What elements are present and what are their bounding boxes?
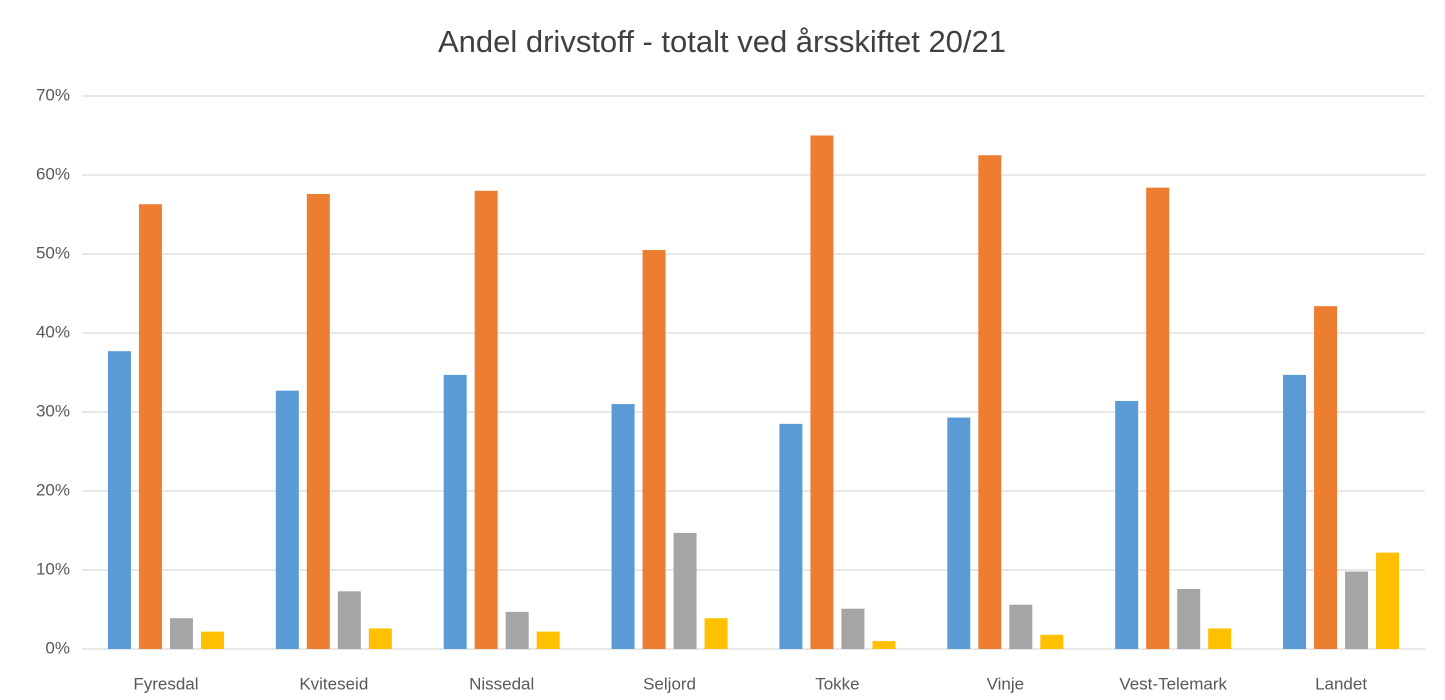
- bar: [1376, 552, 1400, 649]
- bar: [1115, 400, 1139, 649]
- x-tick-label: Kviteseid: [299, 674, 368, 693]
- x-tick-label: Tokke: [815, 674, 859, 693]
- y-tick-label: 70%: [36, 85, 70, 104]
- bar: [1314, 306, 1338, 649]
- bar: [1146, 187, 1170, 649]
- bar: [107, 351, 131, 649]
- y-tick-label: 40%: [36, 322, 70, 341]
- y-tick-label: 30%: [36, 401, 70, 420]
- bar: [1208, 628, 1232, 649]
- bar: [704, 618, 728, 649]
- bar: [474, 190, 498, 650]
- bar: [978, 155, 1002, 649]
- bar: [200, 631, 224, 649]
- y-tick-label: 60%: [36, 164, 70, 183]
- y-tick-label: 50%: [36, 243, 70, 262]
- bar: [536, 631, 560, 649]
- bar: [947, 417, 971, 649]
- bar: [872, 641, 896, 649]
- x-tick-label: Seljord: [643, 674, 696, 693]
- bar: [275, 390, 299, 649]
- chart-title: Andel drivstoff - totalt ved årsskiftet …: [438, 24, 1006, 59]
- bar: [611, 404, 635, 649]
- bar: [841, 608, 865, 649]
- y-tick-label: 10%: [36, 559, 70, 578]
- bar: [169, 618, 193, 649]
- y-tick-label: 20%: [36, 480, 70, 499]
- bar: [443, 374, 467, 649]
- y-tick-label: 0%: [45, 638, 70, 657]
- x-tick-label: Vinje: [987, 674, 1025, 693]
- x-tick-label: Nissedal: [469, 674, 534, 693]
- bar: [337, 591, 361, 649]
- bar: [306, 193, 330, 649]
- bar: [642, 250, 666, 650]
- bar: [368, 628, 392, 649]
- x-tick-label: Vest-Telemark: [1119, 674, 1227, 693]
- bar: [1009, 604, 1033, 649]
- bar: [779, 423, 803, 649]
- bar: [810, 135, 834, 649]
- bar: [1283, 374, 1307, 649]
- bar: [1040, 634, 1064, 649]
- x-tick-label: Fyresdal: [133, 674, 198, 693]
- bar: [673, 532, 697, 649]
- bar: [138, 204, 162, 650]
- x-tick-label: Landet: [1315, 674, 1367, 693]
- bar: [505, 611, 529, 649]
- bar: [1177, 588, 1201, 649]
- bar: [1345, 571, 1369, 649]
